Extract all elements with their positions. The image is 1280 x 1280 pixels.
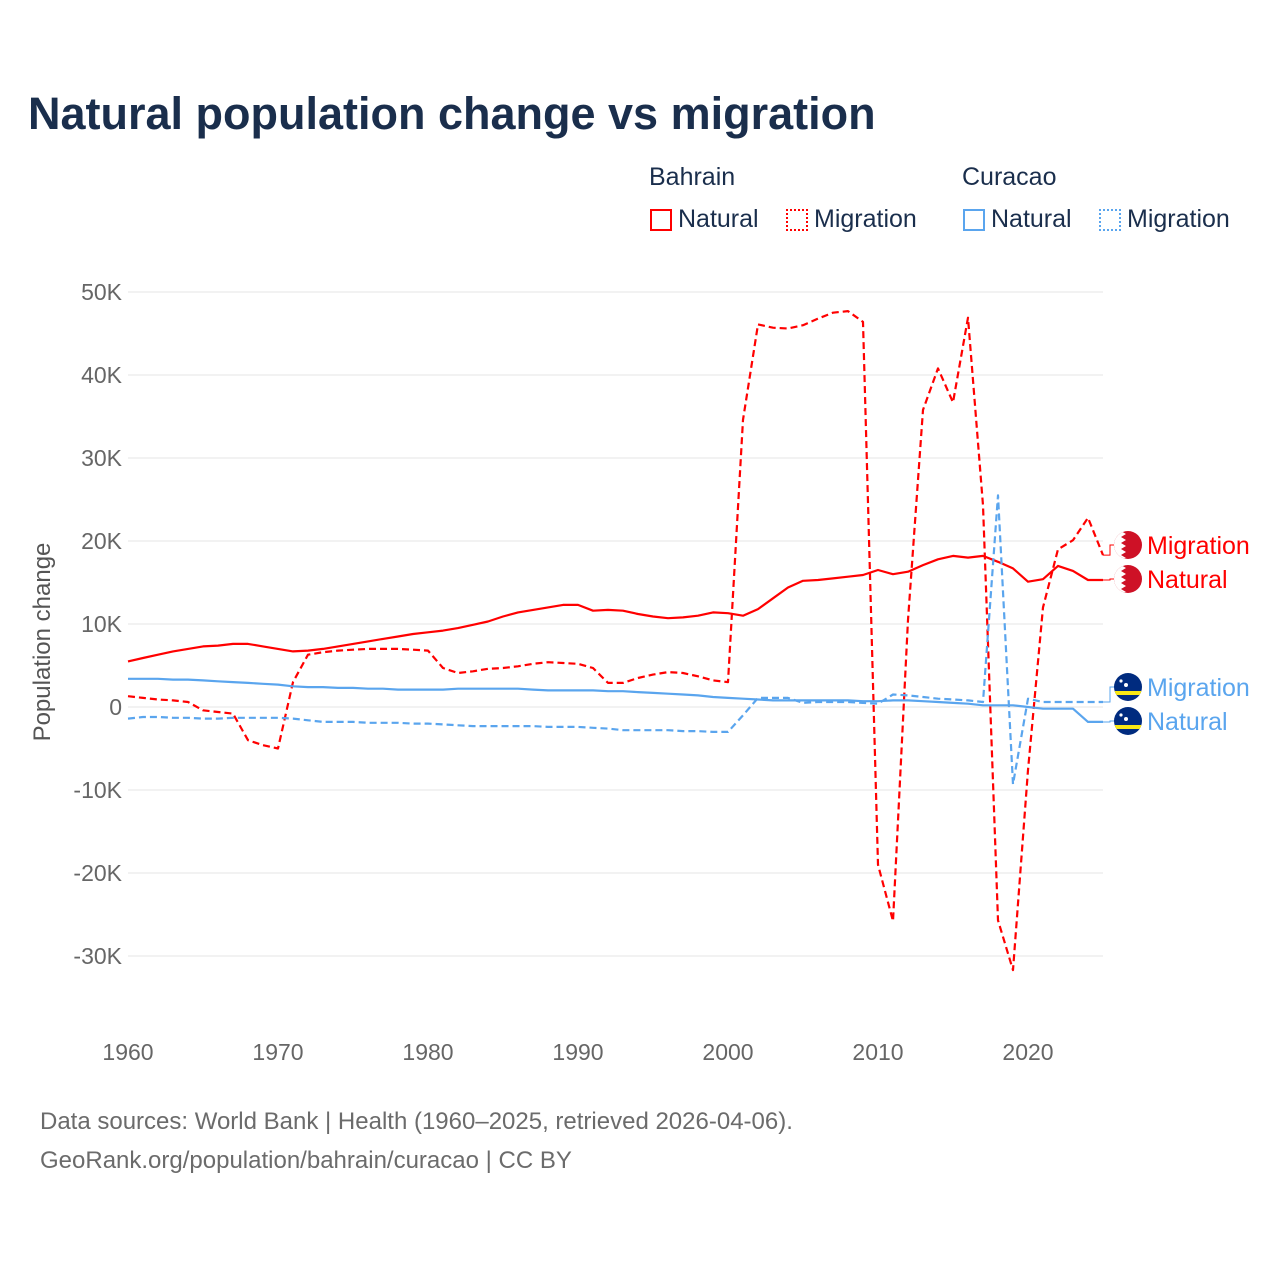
footer-sources: Data sources: World Bank | Health (1960–… bbox=[40, 1108, 793, 1135]
legend-label: Migration bbox=[814, 205, 917, 233]
y-tick-label: -30K bbox=[73, 943, 122, 969]
y-tick-label: 30K bbox=[81, 445, 123, 471]
x-tick-label: 1980 bbox=[402, 1039, 453, 1065]
legend-label: Migration bbox=[1127, 205, 1230, 233]
curacao-flag-icon bbox=[1114, 673, 1142, 701]
x-tick-label: 1990 bbox=[552, 1039, 603, 1065]
y-tick-label: 50K bbox=[81, 279, 123, 305]
legend-label: Natural bbox=[991, 205, 1072, 233]
legend-label: Natural bbox=[678, 205, 759, 233]
end-label: Natural bbox=[1147, 708, 1228, 736]
legend-group-bahrain: Bahrain bbox=[649, 163, 736, 191]
y-tick-label: 10K bbox=[81, 611, 123, 637]
y-tick-label: 20K bbox=[81, 528, 123, 554]
legend-curacao-migration[interactable]: Migration bbox=[1099, 205, 1230, 234]
bahrain-flag-icon bbox=[1114, 565, 1142, 593]
legend-curacao-natural[interactable]: Natural bbox=[963, 205, 1072, 234]
legend-swatch-solid bbox=[650, 208, 672, 231]
legend-swatch-solid bbox=[963, 208, 985, 231]
legend-bahrain-natural[interactable]: Natural bbox=[650, 205, 759, 234]
series-line-curacao-natural[interactable] bbox=[128, 677, 1103, 723]
legend-bahrain-migration[interactable]: Migration bbox=[786, 205, 917, 234]
x-tick-label: 2020 bbox=[1002, 1039, 1053, 1065]
chart-title: Natural population change vs migration bbox=[28, 88, 876, 139]
curacao-flag-icon bbox=[1114, 707, 1142, 735]
series-line-bahrain-migration[interactable] bbox=[127, 310, 1105, 972]
footer-link[interactable]: GeoRank.org/population/bahrain/curacao |… bbox=[40, 1147, 572, 1174]
end-label: Migration bbox=[1147, 532, 1250, 560]
y-tick-label: 0 bbox=[109, 694, 122, 720]
legend-swatch-dotted bbox=[786, 208, 808, 231]
bahrain-flag-icon bbox=[1114, 531, 1142, 559]
end-label: Migration bbox=[1147, 674, 1250, 702]
y-tick-label: -10K bbox=[73, 777, 122, 803]
legend-group-curacao: Curacao bbox=[962, 163, 1057, 191]
x-tick-label: 2010 bbox=[852, 1039, 903, 1065]
y-tick-label: -20K bbox=[73, 860, 122, 886]
y-axis-label: Population change bbox=[29, 543, 56, 742]
series-line-bahrain-natural[interactable] bbox=[127, 554, 1103, 663]
series-line-curacao-migration[interactable] bbox=[127, 494, 1103, 786]
x-tick-label: 1970 bbox=[252, 1039, 303, 1065]
x-tick-label: 1960 bbox=[102, 1039, 153, 1065]
y-tick-label: 40K bbox=[81, 362, 123, 388]
legend-swatch-dotted bbox=[1099, 208, 1121, 231]
end-label: Natural bbox=[1147, 566, 1228, 594]
x-tick-label: 2000 bbox=[702, 1039, 753, 1065]
